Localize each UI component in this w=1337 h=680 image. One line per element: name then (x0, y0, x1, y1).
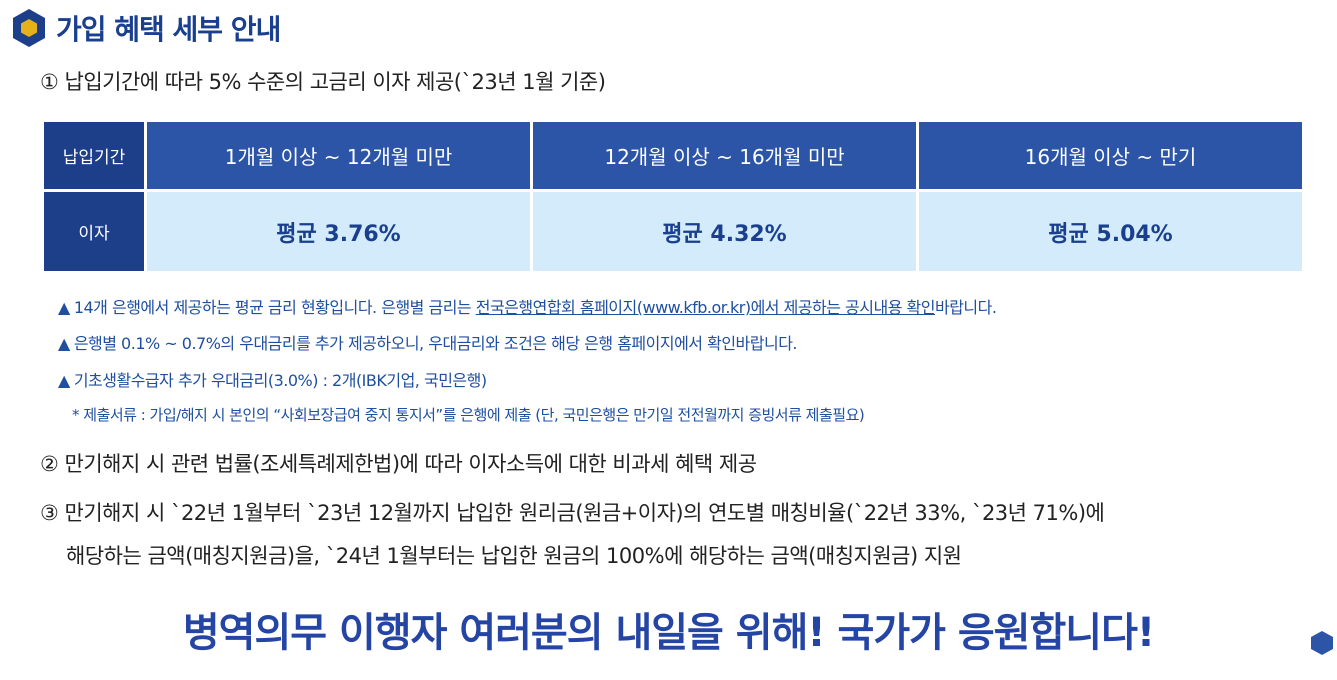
period-cell-1: 1개월 이상 ~ 12개월 미만 (144, 119, 533, 192)
triangle-bullet-icon: ▲ (58, 298, 70, 317)
section-header: 가입 혜택 세부 안내 (12, 8, 281, 48)
hexagon-icon (13, 9, 45, 47)
slogan-banner: 병역의무 이행자 여러분의 내일을 위해! 국가가 응원합니다! (182, 610, 1155, 656)
benefit-point-1: ① 납입기간에 따라 5% 수준의 고금리 이자 제공(`23년 1월 기준) (40, 70, 606, 94)
note-average-rate: ▲ 14개 은행에서 제공하는 평균 금리 현황입니다. 은행별 금리는 전국은행… (58, 294, 997, 318)
benefit-point-3-line-2: 해당하는 금액(매칭지원금)을, `24년 1월부터는 납입한 원금의 100%… (66, 544, 962, 568)
period-cell-3: 16개월 이상 ~ 만기 (916, 119, 1305, 192)
period-cell-2: 12개월 이상 ~ 16개월 미만 (530, 119, 919, 192)
rate-cell-2: 평균 4.32% (530, 189, 919, 274)
hexagon-decoration-icon (1311, 631, 1333, 655)
interest-rate-table: 납입기간 1개월 이상 ~ 12개월 미만 12개월 이상 ~ 16개월 미만 … (41, 119, 1305, 274)
note-text: 14개 은행에서 제공하는 평균 금리 현황입니다. 은행별 금리는 (73, 298, 476, 317)
benefit-point-2: ② 만기해지 시 관련 법률(조세특례제한법)에 따라 이자소득에 대한 비과세… (40, 452, 757, 476)
section-title: 가입 혜택 세부 안내 (56, 13, 281, 46)
period-header-cell: 납입기간 (41, 119, 147, 192)
rate-cell-1: 평균 3.76% (144, 189, 533, 274)
table-rate-row: 이자 평균 3.76% 평균 4.32% 평균 5.04% (41, 189, 1305, 274)
note-preferential-rate: ▲ 은행별 0.1% ~ 0.7%의 우대금리를 추가 제공하오니, 우대금리와 … (58, 330, 798, 354)
rate-header-cell: 이자 (41, 189, 147, 274)
table-header-row: 납입기간 1개월 이상 ~ 12개월 미만 12개월 이상 ~ 16개월 미만 … (41, 119, 1305, 192)
benefit-point-3-line-1: ③ 만기해지 시 `22년 1월부터 `23년 12월까지 납입한 원리금(원금… (40, 501, 1105, 525)
kfb-homepage-link[interactable]: 전국은행연합회 홈페이지(www.kfb.or.kr)에서 제공하는 공시내용 … (475, 298, 936, 317)
note-required-documents: * 제출서류 : 가입/해지 시 본인의 “사회보장급여 중지 통지서”를 은행… (72, 406, 865, 424)
note-text: 바랍니다. (934, 298, 997, 317)
note-text: 은행별 0.1% ~ 0.7%의 우대금리를 추가 제공하오니, 우대금리와 조… (73, 334, 798, 353)
rate-cell-3: 평균 5.04% (916, 189, 1305, 274)
note-welfare-recipient: ▲ 기초생활수급자 추가 우대금리(3.0%) : 2개(IBK기업, 국민은행) (58, 367, 487, 391)
triangle-bullet-icon: ▲ (58, 334, 70, 353)
triangle-bullet-icon: ▲ (58, 371, 70, 390)
note-text: 기초생활수급자 추가 우대금리(3.0%) : 2개(IBK기업, 국민은행) (73, 371, 487, 390)
